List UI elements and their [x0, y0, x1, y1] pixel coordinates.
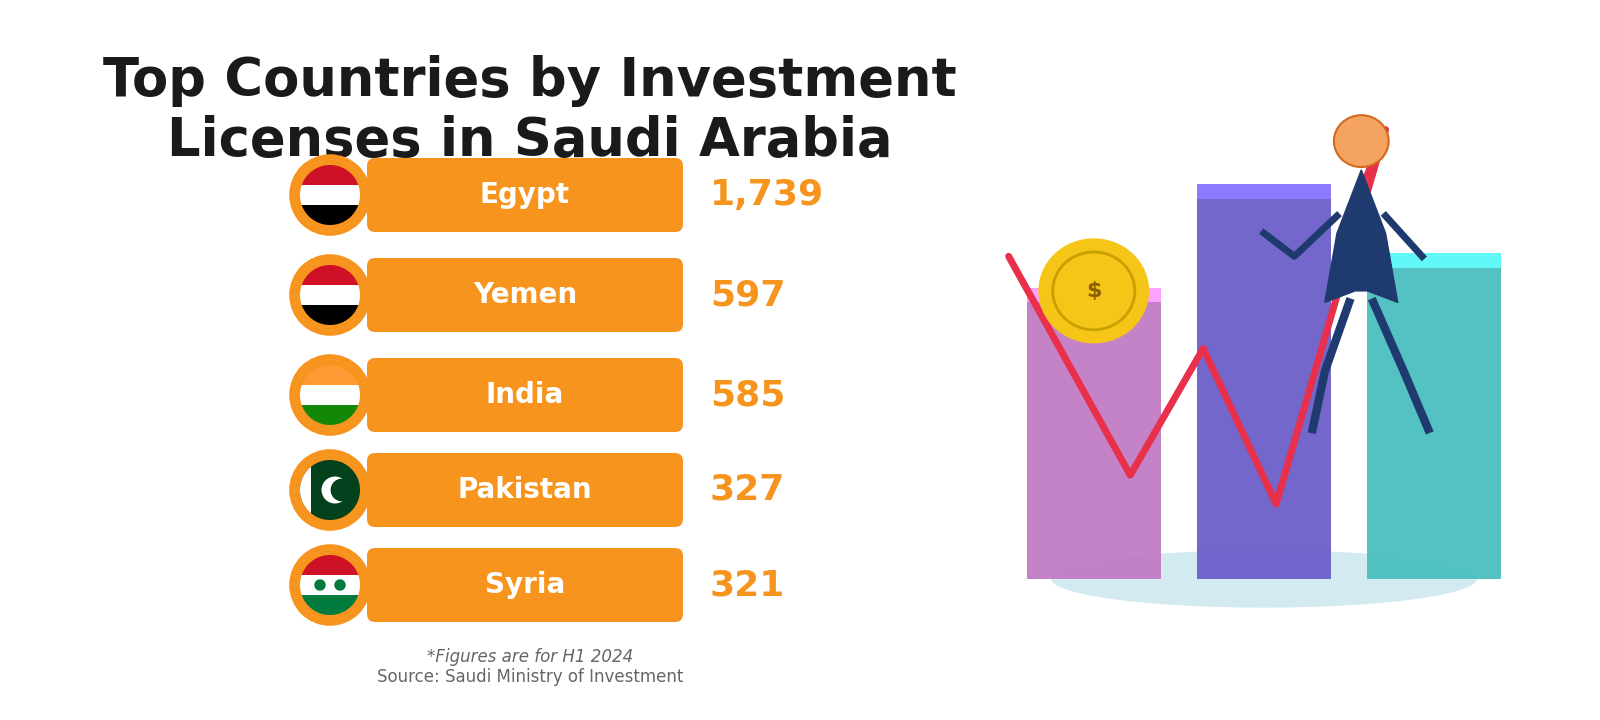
FancyBboxPatch shape: [1368, 256, 1501, 579]
FancyBboxPatch shape: [366, 258, 683, 332]
Text: 597: 597: [710, 278, 786, 312]
Text: 585: 585: [710, 378, 786, 412]
Text: Top Countries by Investment: Top Countries by Investment: [102, 55, 957, 107]
Ellipse shape: [1051, 550, 1477, 608]
Text: $: $: [1086, 281, 1101, 301]
Text: Source: Saudi Ministry of Investment: Source: Saudi Ministry of Investment: [378, 668, 683, 686]
PathPatch shape: [301, 265, 360, 325]
Text: India: India: [486, 381, 565, 409]
Bar: [301, 385, 360, 405]
FancyBboxPatch shape: [366, 548, 683, 622]
FancyBboxPatch shape: [1368, 253, 1501, 268]
Circle shape: [334, 580, 346, 590]
Circle shape: [291, 357, 368, 433]
Text: Egypt: Egypt: [480, 181, 570, 209]
Bar: [301, 265, 360, 285]
Bar: [301, 205, 360, 225]
Circle shape: [317, 581, 323, 589]
Bar: [301, 165, 360, 185]
Bar: [301, 595, 360, 615]
Bar: [301, 285, 360, 305]
Bar: [301, 185, 360, 205]
Text: Licenses in Saudi Arabia: Licenses in Saudi Arabia: [168, 115, 893, 167]
Text: 321: 321: [710, 568, 786, 602]
PathPatch shape: [301, 165, 360, 225]
FancyBboxPatch shape: [366, 358, 683, 432]
Circle shape: [315, 580, 325, 590]
Text: 327: 327: [710, 473, 786, 507]
PathPatch shape: [301, 365, 360, 425]
Circle shape: [336, 581, 344, 589]
FancyBboxPatch shape: [1027, 291, 1160, 579]
Bar: [301, 405, 360, 425]
FancyBboxPatch shape: [366, 158, 683, 232]
Bar: [301, 575, 360, 595]
FancyBboxPatch shape: [1197, 187, 1331, 579]
Text: 1,739: 1,739: [710, 178, 824, 212]
Text: Pakistan: Pakistan: [458, 476, 592, 504]
Text: Syria: Syria: [485, 571, 565, 599]
Text: *Figures are for H1 2024: *Figures are for H1 2024: [427, 648, 634, 666]
Text: Yemen: Yemen: [474, 281, 578, 309]
Circle shape: [291, 452, 368, 528]
Circle shape: [1334, 115, 1389, 167]
PathPatch shape: [301, 460, 360, 520]
Bar: [301, 460, 310, 520]
Bar: [301, 305, 360, 325]
FancyBboxPatch shape: [1197, 184, 1331, 199]
Circle shape: [291, 257, 368, 333]
Circle shape: [1038, 239, 1149, 343]
Bar: [301, 460, 360, 520]
PathPatch shape: [301, 555, 360, 615]
Polygon shape: [1325, 170, 1398, 302]
Circle shape: [291, 157, 368, 233]
Bar: [301, 555, 360, 575]
FancyBboxPatch shape: [1027, 288, 1160, 302]
FancyBboxPatch shape: [366, 453, 683, 527]
Circle shape: [322, 477, 349, 503]
Circle shape: [331, 479, 354, 501]
Circle shape: [291, 547, 368, 623]
Bar: [301, 365, 360, 385]
